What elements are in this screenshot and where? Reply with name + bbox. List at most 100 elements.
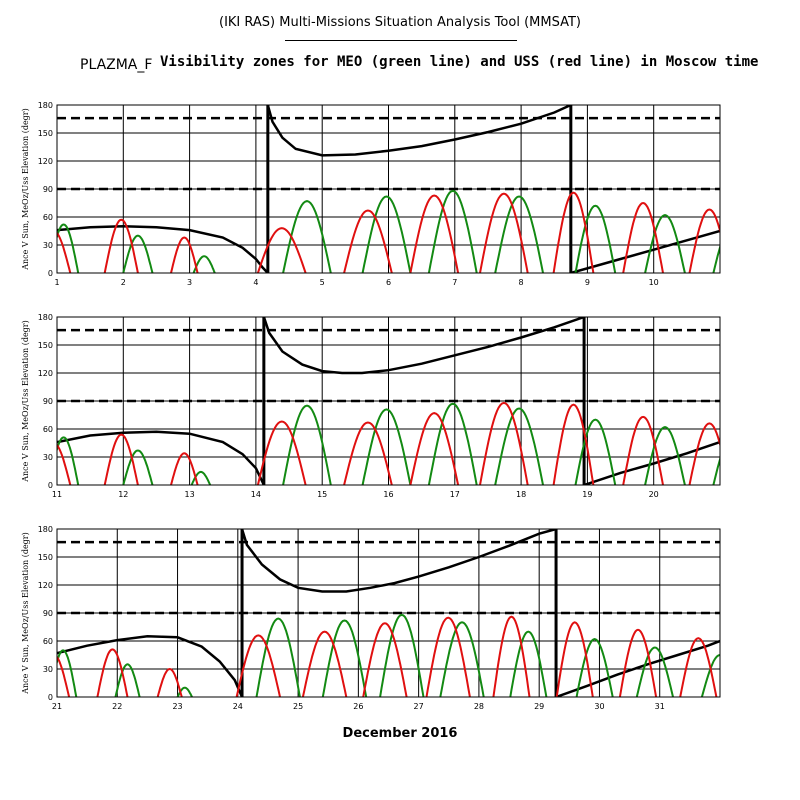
meo-elevation-arc <box>361 195 412 273</box>
meo-elevation-arc <box>574 418 617 485</box>
uss-elevation-arc <box>679 637 718 697</box>
meo-elevation-arc <box>282 200 332 273</box>
y-tick-label: 90 <box>43 185 53 194</box>
x-tick-label: 21 <box>52 702 62 711</box>
x-tick-label: 25 <box>293 702 303 711</box>
x-tick-label: 28 <box>474 702 484 711</box>
meo-elevation-arc <box>509 630 548 697</box>
x-tick-label: 6 <box>386 278 391 287</box>
sun-angle-line <box>262 317 585 375</box>
uss-elevation-arc <box>552 191 595 273</box>
plot-area <box>57 529 720 697</box>
x-tick-label: 10 <box>649 278 659 287</box>
uss-elevation-arc <box>343 421 393 485</box>
y-tick-label: 120 <box>38 369 53 378</box>
meo-elevation-arc <box>57 436 80 485</box>
y-tick-label: 90 <box>43 609 53 618</box>
uss-elevation-arc <box>57 655 71 697</box>
x-tick-label: 9 <box>585 278 590 287</box>
meo-elevation-arc <box>122 234 154 273</box>
y-tick-label: 120 <box>38 157 53 166</box>
x-tick-label: 2 <box>121 278 126 287</box>
y-tick-label: 150 <box>38 553 53 562</box>
x-tick-label: 26 <box>353 702 363 711</box>
meo-elevation-arc <box>494 195 544 273</box>
x-tick-label: 15 <box>317 490 327 499</box>
plot-frame <box>56 528 721 698</box>
uss-elevation-arc <box>409 194 460 273</box>
y-tick-label: 180 <box>38 313 53 322</box>
meo-elevation-arc <box>122 449 154 485</box>
uss-elevation-arc <box>96 648 129 697</box>
uss-elevation-arc <box>479 401 529 485</box>
y-tick-label: 150 <box>38 129 53 138</box>
plot-frame <box>56 316 721 486</box>
meo-elevation-arc <box>644 426 686 485</box>
uss-elevation-arc <box>235 634 281 697</box>
plot-area <box>57 317 720 485</box>
instrument-label: PLAZMA_F <box>80 57 153 73</box>
x-tick-label: 8 <box>519 278 524 287</box>
x-tick-label: 4 <box>253 278 258 287</box>
y-axis-label: Ance V Sun, MeOz/Uss Elevation (degr) <box>21 532 30 695</box>
sun-angle-line <box>57 635 244 697</box>
uss-elevation-arc <box>622 201 664 273</box>
uss-elevation-arc <box>301 630 348 697</box>
meo-elevation-arc <box>57 649 78 697</box>
uss-elevation-arc <box>170 452 199 485</box>
panel-1: 0 30 60 90 120 150 180 1 2 3 4 5 6 7 8 9 10 Ance V Sun, M… <box>21 101 721 287</box>
x-tick-label: 27 <box>414 702 424 711</box>
x-tick-label: 5 <box>320 278 325 287</box>
uss-elevation-arc <box>57 231 72 273</box>
y-tick-label: 90 <box>43 397 53 406</box>
uss-elevation-arc <box>256 420 307 485</box>
y-tick-label: 60 <box>43 637 53 646</box>
y-tick-label: 0 <box>48 693 53 702</box>
uss-elevation-arc <box>103 218 139 273</box>
meo-elevation-arc <box>321 619 368 697</box>
meo-elevation-arc <box>494 407 544 485</box>
uss-elevation-arc <box>492 615 531 697</box>
y-tick-label: 150 <box>38 341 53 350</box>
meo-elevation-arc <box>282 404 332 485</box>
x-tick-label: 17 <box>450 490 460 499</box>
uss-elevation-arc <box>103 433 139 485</box>
uss-elevation-arc <box>170 236 199 273</box>
month-label: December 2016 <box>342 726 458 741</box>
sun-angle-line <box>266 105 572 157</box>
x-tick-label: 19 <box>582 490 592 499</box>
x-tick-label: 16 <box>383 490 393 499</box>
x-tick-label: 1 <box>54 278 59 287</box>
x-tick-label: 30 <box>594 702 604 711</box>
sun-angle-line <box>57 225 269 273</box>
page-title: (IKI RAS) Multi-Missions Situation Analy… <box>219 15 581 30</box>
plot-frame <box>56 104 721 274</box>
y-tick-label: 0 <box>48 269 53 278</box>
x-tick-label: 11 <box>52 490 62 499</box>
sun-angle-line <box>555 639 720 697</box>
plot-area <box>57 105 720 273</box>
uss-elevation-arc <box>688 422 720 485</box>
x-tick-label: 13 <box>185 490 195 499</box>
meo-elevation-arc <box>700 653 720 697</box>
meo-elevation-arc <box>575 638 614 697</box>
uss-elevation-arc <box>622 415 664 485</box>
y-tick-label: 30 <box>43 241 53 250</box>
meo-elevation-arc <box>427 402 478 485</box>
x-tick-label: 20 <box>649 490 659 499</box>
y-tick-label: 60 <box>43 425 53 434</box>
panel-3: 0 30 60 90 120 150 180 21 22 23 24 25 26 27 28 29 30 31 An… <box>21 525 721 711</box>
panel-2: 0 30 60 90 120 150 180 11 12 13 14 15 16 17 18 19 20 Ance… <box>21 313 721 499</box>
uss-elevation-arc <box>479 192 529 273</box>
x-tick-label: 24 <box>233 702 243 711</box>
uss-elevation-arc <box>57 443 72 485</box>
uss-elevation-arc <box>362 622 408 697</box>
x-tick-label: 31 <box>655 702 665 711</box>
uss-elevation-arc <box>618 628 658 697</box>
meo-elevation-arc <box>255 617 301 697</box>
meo-elevation-arc <box>361 408 412 485</box>
meo-elevation-arc <box>439 621 485 697</box>
sun-angle-line <box>240 529 557 593</box>
